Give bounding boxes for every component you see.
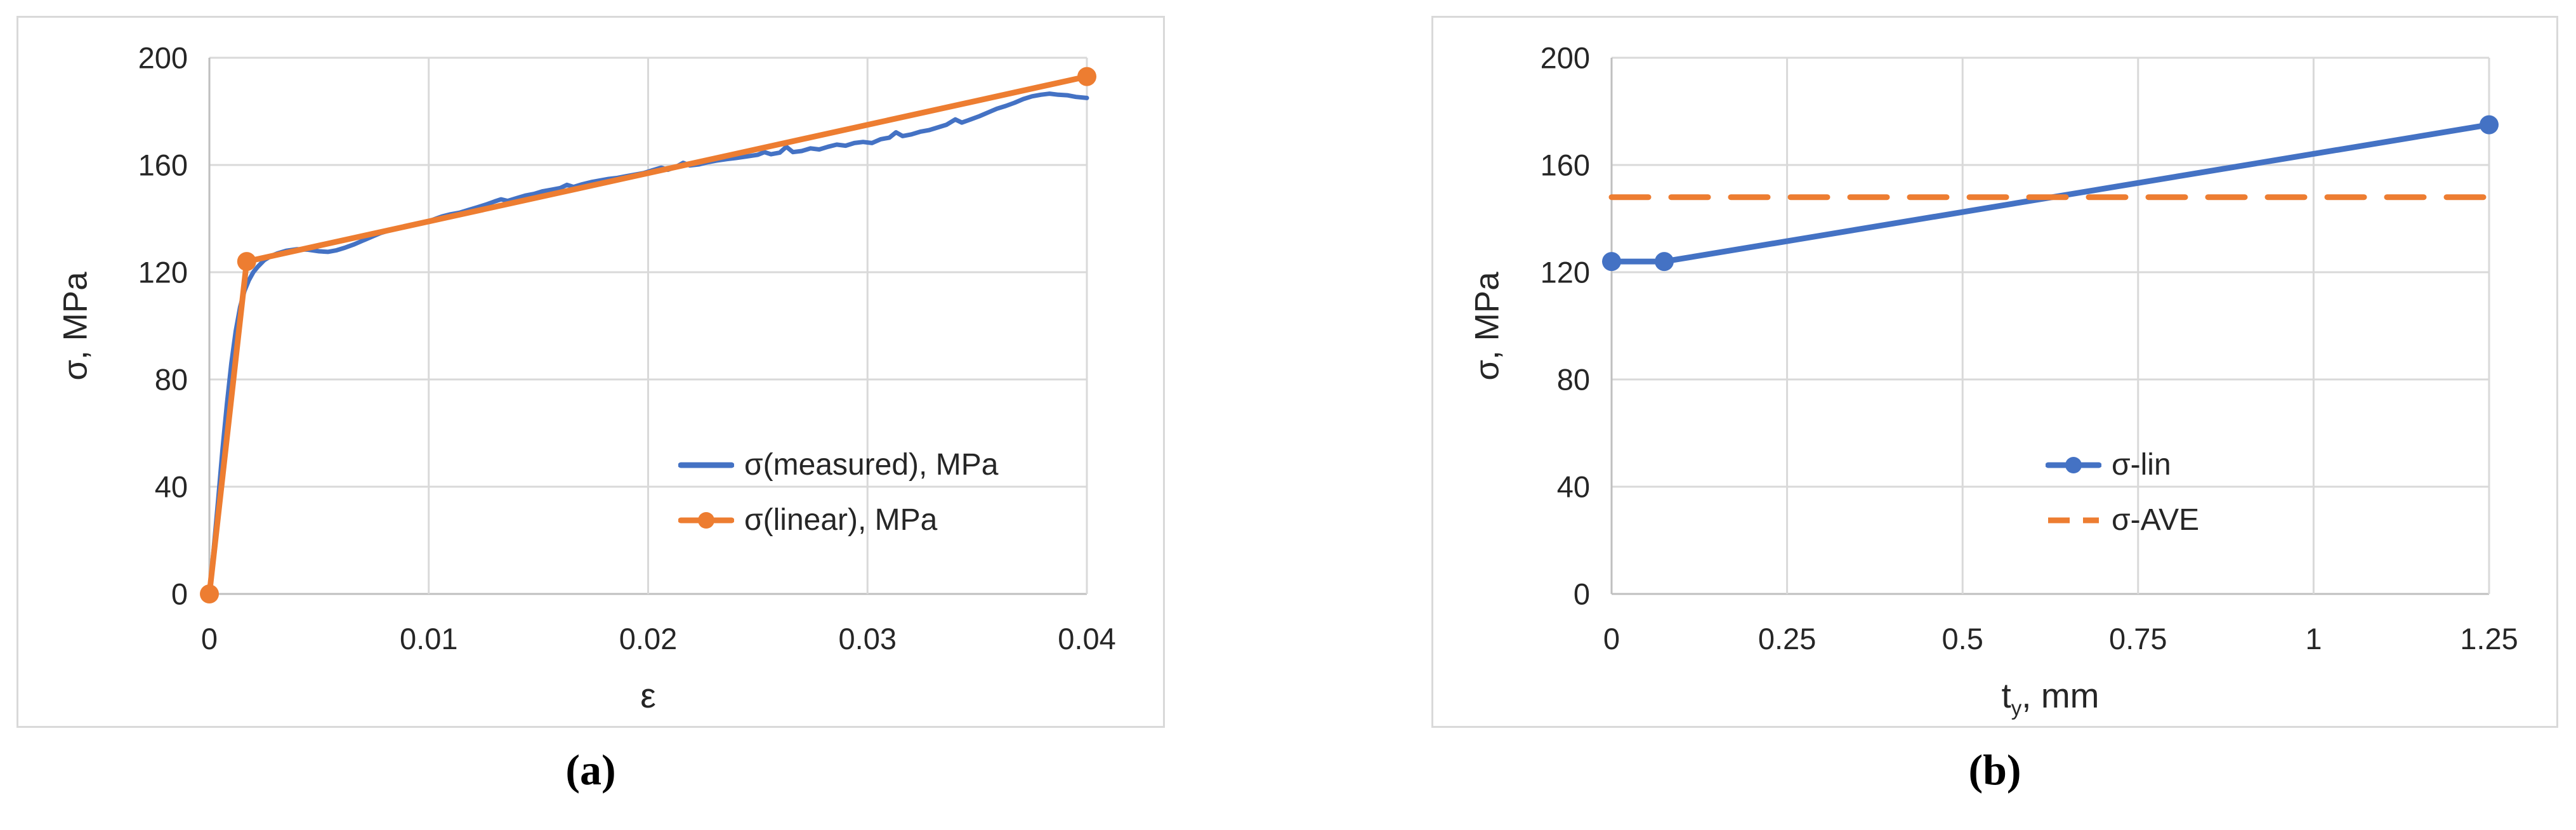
legend-line-marker-sample [678, 511, 734, 529]
chart-b: σ, MPa 200 160 120 80 40 0 0 0.25 0.5 0.… [1431, 16, 2558, 728]
y-tick-label: 200 [138, 41, 188, 75]
series-line [1608, 122, 2492, 265]
legend: σ(measured), MPa σ(linear), MPa [678, 447, 998, 537]
series-marker [1602, 252, 1621, 272]
x-tick-label: 0.5 [1942, 622, 1983, 655]
legend-line-marker-sample [2046, 456, 2101, 473]
x-axis-title-main: t [2001, 676, 2011, 715]
x-tick-label: 0.04 [1058, 622, 1116, 655]
y-tick-label: 40 [1556, 470, 1590, 504]
x-tick-label: 1.25 [2460, 622, 2518, 655]
x-axis-title-rest: , mm [2021, 676, 2100, 715]
plot-canvas [200, 56, 1096, 603]
plot-canvas [1602, 56, 2499, 595]
legend-label: σ(measured), MPa [744, 448, 999, 482]
y-tick-label: 120 [138, 255, 188, 289]
series-marker [200, 584, 219, 603]
y-tick-label: 120 [1540, 255, 1590, 289]
series-marker [1655, 252, 1674, 272]
y-tick-label: 80 [1556, 362, 1590, 397]
legend-entry: σ(measured), MPa [678, 447, 998, 482]
x-tick-label: 0.25 [1758, 622, 1817, 655]
x-axis-title: ε [209, 673, 1087, 718]
x-tick-label: 0.75 [2109, 622, 2167, 655]
plot-area [200, 56, 1096, 603]
legend-label: σ(linear), MPa [744, 503, 938, 537]
legend-entry: σ-AVE [2046, 503, 2199, 537]
y-tick-label: 40 [154, 470, 188, 504]
x-tick-label: 1 [2305, 622, 2322, 655]
y-tick-label: 80 [154, 362, 188, 397]
y-tick-label: 200 [1540, 41, 1590, 75]
legend-label: σ-AVE [2112, 503, 2200, 537]
chart-a: σ, MPa 200 160 120 80 40 0 0 0.01 0.02 0… [16, 16, 1165, 728]
x-tick-label: 0.02 [619, 622, 678, 655]
y-axis-title: σ, MPa [56, 272, 95, 381]
y-tick-label: 0 [1573, 577, 1590, 611]
caption-b: (b) [1968, 746, 2021, 794]
series-marker [1077, 67, 1096, 86]
x-tick-label: 0 [200, 622, 218, 655]
series-marker [237, 252, 256, 272]
x-tick-label: 0 [1603, 622, 1620, 655]
x-tick-label: 0.01 [400, 622, 458, 655]
y-tick-label: 0 [171, 577, 188, 611]
y-tick-label: 160 [1540, 148, 1590, 182]
legend-dash-sample [2048, 517, 2099, 523]
series-marker [2480, 115, 2499, 135]
x-tick-label: 0.03 [838, 622, 897, 655]
caption-a: (a) [565, 746, 616, 794]
y-tick-label: 160 [138, 148, 188, 182]
legend-entry: σ-lin [2046, 447, 2199, 482]
x-axis-title-subscript: y [2011, 696, 2022, 720]
legend-label: σ-lin [2112, 448, 2171, 482]
x-axis-title-main: ε [640, 676, 656, 715]
legend-line-sample [678, 462, 734, 468]
legend-entry: σ(linear), MPa [678, 503, 998, 537]
y-axis-title: σ, MPa [1468, 272, 1506, 381]
plot-area [1602, 56, 2499, 595]
x-axis-title: ty, mm [1612, 673, 2489, 718]
legend: σ-lin σ-AVE [2046, 447, 2199, 537]
